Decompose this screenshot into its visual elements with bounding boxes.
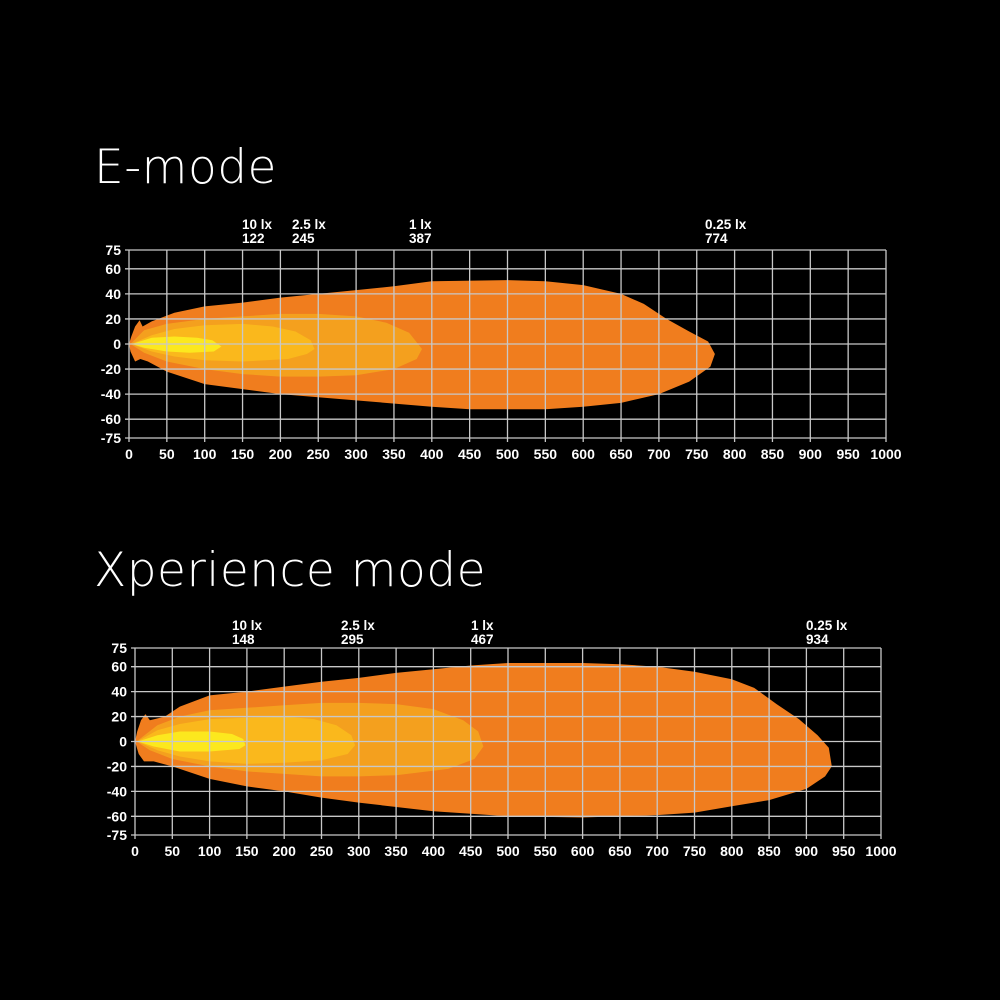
distance-label: 934 bbox=[806, 632, 829, 647]
y-tick-label: 75 bbox=[105, 242, 121, 258]
x-tick-label: 400 bbox=[420, 446, 444, 462]
x-tick-label: 150 bbox=[235, 843, 259, 859]
lux-label: 2.5 lx bbox=[341, 618, 375, 633]
y-tick-label: -75 bbox=[107, 827, 127, 843]
chart-0: 0 50 100 150 200 250 300 350 400 450 500 550 600 650 7… bbox=[101, 217, 902, 462]
x-tick-label: 50 bbox=[159, 446, 175, 462]
y-tick-label: -20 bbox=[101, 361, 121, 377]
contour-0_25-lx bbox=[129, 280, 715, 410]
distance-label: 467 bbox=[471, 632, 494, 647]
x-tick-label: 600 bbox=[571, 843, 595, 859]
x-tick-label: 650 bbox=[609, 446, 633, 462]
y-tick-label: -75 bbox=[101, 430, 121, 446]
distance-label: 774 bbox=[705, 231, 728, 246]
x-tick-label: 500 bbox=[496, 446, 520, 462]
distance-label: 245 bbox=[292, 231, 315, 246]
lux-label: 1 lx bbox=[471, 618, 494, 633]
lux-label: 0.25 lx bbox=[806, 618, 848, 633]
y-tick-label: 0 bbox=[119, 734, 127, 750]
xperience-mode-title: Xperience mode bbox=[94, 543, 487, 598]
x-tick-label: 1000 bbox=[865, 843, 896, 859]
x-tick-label: 600 bbox=[572, 446, 596, 462]
x-tick-label: 150 bbox=[231, 446, 255, 462]
x-tick-label: 550 bbox=[534, 446, 558, 462]
y-tick-label: -40 bbox=[101, 386, 121, 402]
y-tick-label: -60 bbox=[101, 411, 121, 427]
e-mode-title: E-mode bbox=[94, 140, 277, 195]
x-tick-label: 800 bbox=[720, 843, 744, 859]
y-tick-label: 40 bbox=[111, 684, 127, 700]
x-tick-label: 500 bbox=[496, 843, 520, 859]
y-tick-label: 60 bbox=[111, 659, 127, 675]
x-tick-label: 250 bbox=[310, 843, 334, 859]
contour-2_5-lx bbox=[131, 323, 315, 362]
x-tick-label: 450 bbox=[458, 446, 482, 462]
x-tick-label: 750 bbox=[685, 446, 709, 462]
y-tick-label: 40 bbox=[105, 286, 121, 302]
y-tick-label: -60 bbox=[107, 808, 127, 824]
x-tick-label: 700 bbox=[647, 446, 671, 462]
y-tick-label: 75 bbox=[111, 640, 127, 656]
chart-1: 0 50 100 150 200 250 300 350 400 450 500 550 600 650 7… bbox=[107, 618, 897, 859]
x-tick-label: 450 bbox=[459, 843, 483, 859]
x-tick-label: 550 bbox=[534, 843, 558, 859]
distance-label: 295 bbox=[341, 632, 364, 647]
x-tick-label: 900 bbox=[795, 843, 819, 859]
x-tick-label: 800 bbox=[723, 446, 747, 462]
lux-label: 10 lx bbox=[232, 618, 263, 633]
lux-label: 2.5 lx bbox=[292, 217, 326, 232]
lux-label: 1 lx bbox=[409, 217, 432, 232]
contour-2_5-lx bbox=[137, 716, 356, 764]
distance-label: 122 bbox=[242, 231, 265, 246]
x-tick-label: 850 bbox=[761, 446, 785, 462]
y-tick-label: 60 bbox=[105, 261, 121, 277]
y-tick-label: 0 bbox=[113, 336, 121, 352]
x-tick-label: 250 bbox=[307, 446, 331, 462]
x-tick-label: 350 bbox=[384, 843, 408, 859]
x-tick-label: 700 bbox=[646, 843, 670, 859]
distance-label: 148 bbox=[232, 632, 255, 647]
x-tick-label: 300 bbox=[347, 843, 371, 859]
x-tick-label: 850 bbox=[757, 843, 781, 859]
lux-label: 0.25 lx bbox=[705, 217, 747, 232]
x-tick-label: 950 bbox=[832, 843, 856, 859]
x-tick-label: 100 bbox=[193, 446, 217, 462]
distance-label: 387 bbox=[409, 231, 432, 246]
y-tick-label: -40 bbox=[107, 783, 127, 799]
x-tick-label: 400 bbox=[422, 843, 446, 859]
x-tick-label: 0 bbox=[125, 446, 133, 462]
lux-label: 10 lx bbox=[242, 217, 273, 232]
x-tick-label: 0 bbox=[131, 843, 139, 859]
x-tick-label: 650 bbox=[608, 843, 632, 859]
y-tick-label: 20 bbox=[105, 311, 121, 327]
y-tick-label: 20 bbox=[111, 709, 127, 725]
x-tick-label: 50 bbox=[165, 843, 181, 859]
x-tick-label: 200 bbox=[269, 446, 293, 462]
x-tick-label: 750 bbox=[683, 843, 707, 859]
x-tick-label: 350 bbox=[382, 446, 406, 462]
x-tick-label: 950 bbox=[836, 446, 860, 462]
y-tick-label: -20 bbox=[107, 758, 127, 774]
x-tick-label: 300 bbox=[344, 446, 368, 462]
x-tick-label: 200 bbox=[273, 843, 297, 859]
x-tick-label: 900 bbox=[799, 446, 823, 462]
x-tick-label: 1000 bbox=[870, 446, 901, 462]
x-tick-label: 100 bbox=[198, 843, 222, 859]
